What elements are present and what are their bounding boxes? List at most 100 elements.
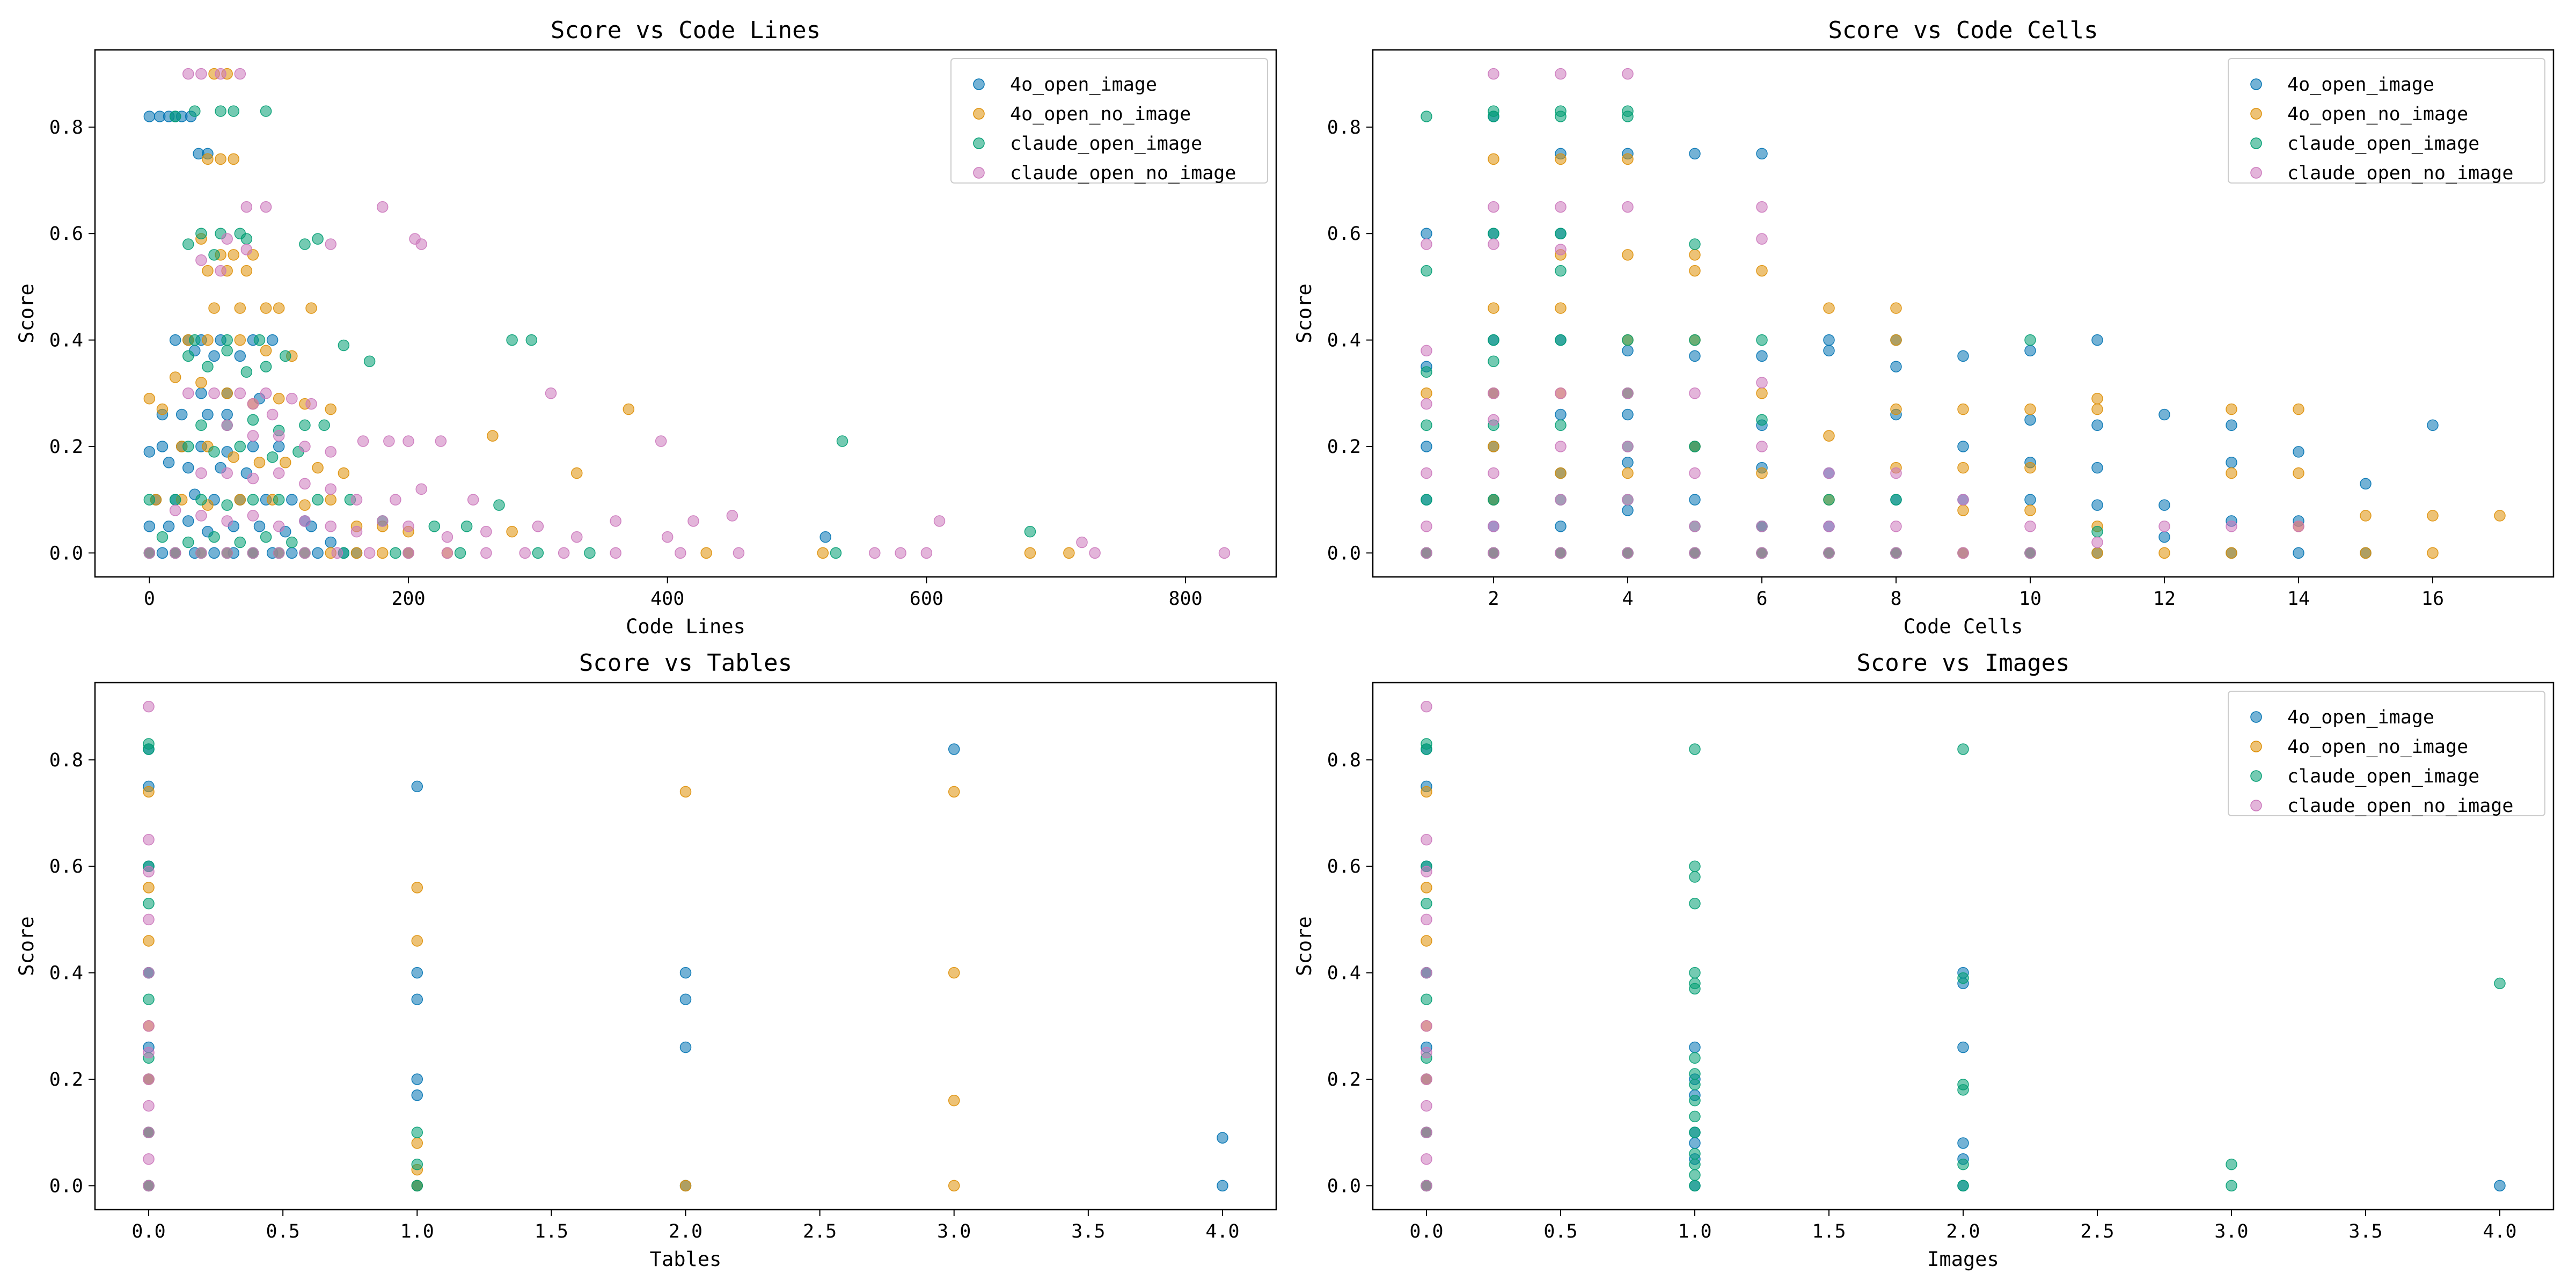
- data-point: [2226, 547, 2237, 559]
- data-point: [2024, 345, 2036, 357]
- legend-marker: [2250, 770, 2262, 782]
- data-point: [1622, 68, 1634, 80]
- data-point: [2293, 446, 2304, 458]
- data-point: [623, 403, 635, 415]
- x-tick-label: 200: [391, 588, 425, 610]
- y-tick-label: 0.6: [49, 856, 83, 877]
- data-point: [2091, 525, 2103, 538]
- data-point: [1689, 860, 1701, 872]
- data-point: [182, 462, 194, 474]
- data-point: [273, 392, 285, 405]
- data-point: [273, 467, 285, 479]
- data-point: [480, 525, 492, 538]
- data-point: [1890, 302, 1902, 314]
- data-point: [221, 408, 233, 421]
- data-point: [1421, 1126, 1432, 1138]
- data-point: [377, 201, 389, 213]
- data-point: [1823, 334, 1835, 346]
- series-claude_open_no_image: [143, 700, 155, 1192]
- data-point: [143, 1046, 155, 1059]
- legend-marker: [2250, 800, 2262, 811]
- data-point: [1024, 525, 1036, 538]
- data-point: [1689, 871, 1701, 883]
- data-point: [215, 105, 226, 117]
- data-point: [1421, 786, 1432, 798]
- data-point: [895, 547, 906, 559]
- data-point: [299, 547, 311, 559]
- data-point: [2091, 462, 2103, 474]
- data-point: [2158, 521, 2170, 532]
- data-point: [1421, 398, 1432, 410]
- data-point: [1689, 1158, 1701, 1170]
- data-point: [266, 334, 279, 346]
- data-point: [247, 547, 259, 559]
- data-point: [1555, 265, 1567, 277]
- data-point: [221, 419, 233, 431]
- data-point: [1421, 913, 1432, 926]
- data-point: [350, 547, 363, 559]
- chart-panel-1: Score vs Code Lines 0 200 400 600 800 0.0 0.2 0.…: [15, 17, 1277, 638]
- data-point: [234, 334, 246, 346]
- data-point: [1957, 462, 1969, 474]
- data-point: [1421, 1020, 1432, 1032]
- data-point: [1689, 1094, 1701, 1107]
- data-point: [493, 499, 505, 511]
- data-point: [1555, 201, 1567, 213]
- data-point: [247, 494, 259, 506]
- data-point: [1756, 377, 1768, 389]
- data-point: [1823, 345, 1835, 357]
- data-point: [933, 515, 946, 527]
- data-point: [1689, 148, 1701, 160]
- data-point: [1488, 68, 1499, 80]
- data-point: [1689, 1041, 1701, 1053]
- data-point: [240, 244, 253, 255]
- x-tick-label: 0.0: [131, 1221, 165, 1242]
- data-point: [1756, 148, 1768, 160]
- data-point: [1421, 882, 1432, 894]
- data-point: [156, 403, 169, 415]
- data-point: [1555, 494, 1567, 506]
- data-point: [305, 398, 317, 410]
- legend: 4o_open_image 4o_open_no_image claude_open…: [950, 58, 1268, 184]
- data-point: [182, 515, 194, 527]
- data-point: [441, 547, 453, 559]
- data-point: [299, 441, 311, 452]
- data-point: [195, 68, 207, 80]
- data-point: [143, 392, 156, 405]
- data-point: [350, 525, 363, 538]
- data-point: [1689, 547, 1701, 559]
- data-point: [532, 521, 544, 532]
- legend-label: 4o_open_image: [1010, 74, 1157, 96]
- data-point: [221, 233, 233, 245]
- y-tick-label: 0.6: [1327, 223, 1361, 245]
- data-point: [948, 1180, 960, 1192]
- data-point: [679, 1041, 692, 1053]
- data-point: [143, 993, 155, 1005]
- data-point: [325, 494, 336, 506]
- data-point: [1421, 866, 1432, 877]
- legend-box: [2228, 691, 2545, 816]
- data-point: [1488, 111, 1499, 122]
- chart-panel-2: Score vs Code Cells 2 4 6 8 10 12 14 16 0.0 0.2 0.4…: [1293, 17, 2555, 638]
- data-point: [260, 201, 272, 213]
- data-point: [1622, 494, 1634, 506]
- data-point: [679, 786, 692, 798]
- y-tick-label: 0.4: [49, 330, 83, 352]
- y-tick-label: 0.8: [1327, 750, 1361, 771]
- data-point: [1689, 441, 1701, 452]
- x-tick-label: 800: [1168, 588, 1202, 610]
- data-point: [325, 536, 336, 548]
- data-point: [610, 515, 621, 527]
- data-point: [571, 467, 583, 479]
- data-point: [266, 451, 279, 463]
- data-point: [1890, 494, 1902, 506]
- data-point: [1957, 743, 1969, 755]
- data-point: [2024, 403, 2036, 415]
- data-point: [1421, 935, 1432, 947]
- data-point: [338, 467, 350, 479]
- legend-label: claude_open_image: [2287, 133, 2479, 155]
- data-point: [411, 935, 423, 947]
- x-tick-label: 12: [2153, 588, 2176, 610]
- data-point: [182, 350, 194, 362]
- data-point: [1823, 547, 1835, 559]
